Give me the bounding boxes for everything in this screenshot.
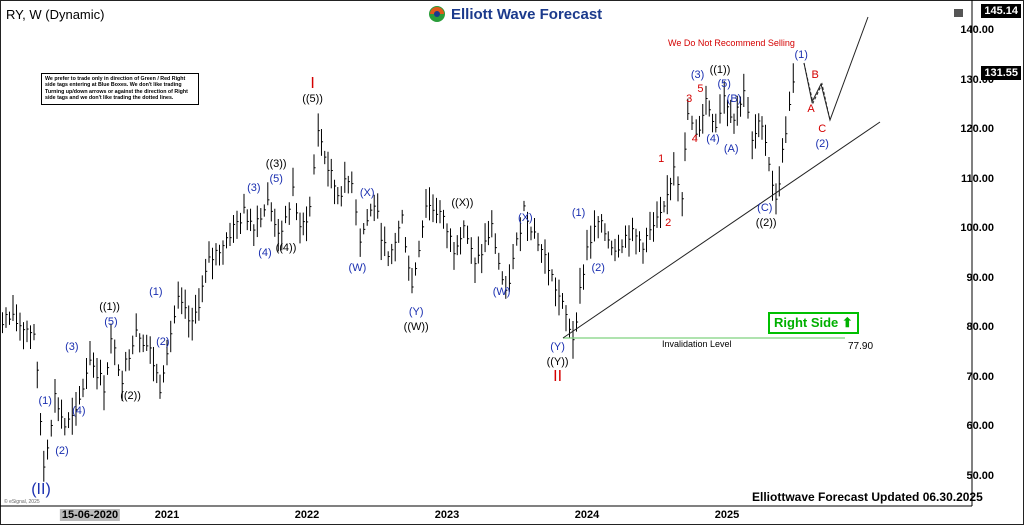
price-bars xyxy=(2,63,795,482)
wave-label: (A) xyxy=(723,142,739,155)
wave-label: (3) xyxy=(65,340,79,353)
wave-label: ((1)) xyxy=(99,301,120,314)
x-tick-label: 2023 xyxy=(434,509,460,521)
wave-label: II xyxy=(553,367,563,385)
wave-label: ((W)) xyxy=(403,321,429,333)
wave-label: (5) xyxy=(269,172,283,185)
wave-label: ((1)) xyxy=(709,63,731,76)
wave-label: ((2)) xyxy=(755,217,777,230)
y-tick-label: 90.00 xyxy=(966,271,994,284)
trading-note: We prefer to trade only in direction of … xyxy=(41,73,199,105)
wave-label: (2) xyxy=(156,335,170,348)
y-tick-label: 140.00 xyxy=(960,24,994,36)
wave-label: (1) xyxy=(571,207,586,220)
y-tick-label: 80.00 xyxy=(966,321,994,333)
wave-label: (5) xyxy=(104,316,118,329)
brand-name: Elliott Wave Forecast xyxy=(451,5,603,23)
copyright: © eSignal, 2025 xyxy=(4,499,40,505)
x-tick-label: 15-06-2020 xyxy=(59,509,121,521)
wave-label: 1 xyxy=(658,152,665,165)
wave-label: (2) xyxy=(815,137,829,150)
wave-label: ((3)) xyxy=(265,157,287,170)
projection-path-dashed xyxy=(803,62,831,121)
trend-line xyxy=(562,121,881,339)
invalidation-value: 77.90 xyxy=(848,341,874,352)
wave-label: (5) xyxy=(717,78,731,91)
x-tick-label: 2025 xyxy=(714,509,740,521)
projection-path-solid xyxy=(803,16,869,122)
wave-label: (4) xyxy=(258,246,272,259)
wave-label: (3) xyxy=(690,68,705,81)
wave-label: A xyxy=(807,103,815,116)
wave-label: (4) xyxy=(72,405,86,418)
wave-label: (B) xyxy=(726,93,742,106)
wave-label: (X) xyxy=(518,212,533,225)
y-tick-label: 110.00 xyxy=(960,172,994,185)
wave-label: (C) xyxy=(757,202,773,215)
wave-label: (W) xyxy=(492,286,511,299)
right-side-tag: Right Side ⬆ xyxy=(768,312,859,334)
wave-label: (Y) xyxy=(550,340,565,353)
right-side-label: Right Side xyxy=(774,315,839,330)
wave-label: (W) xyxy=(348,261,367,274)
wave-label: ((X)) xyxy=(451,197,474,210)
y-tick-label: 130.00 xyxy=(960,73,994,86)
invalidation-label: Invalidation Level xyxy=(662,339,732,349)
wave-label: (3) xyxy=(247,182,261,195)
wave-label: 2 xyxy=(665,217,672,230)
globe-icon xyxy=(429,6,445,22)
warning-text: We Do Not Recommend Selling xyxy=(668,38,795,48)
y-tick-label: 120.00 xyxy=(960,123,994,135)
y-tick-label: 60.00 xyxy=(966,420,994,432)
wave-label: B xyxy=(811,68,819,81)
wave-label: ((Y)) xyxy=(546,355,569,368)
y-tick-label: 100.00 xyxy=(960,222,994,234)
y-tick-label: 70.00 xyxy=(966,370,994,383)
wave-label: (II) xyxy=(31,481,51,499)
axis-settings-icon[interactable] xyxy=(954,9,963,17)
y-tick-label: 50.00 xyxy=(966,469,994,482)
wave-label: ((5)) xyxy=(302,93,323,106)
x-tick-label: 2024 xyxy=(574,509,600,521)
wave-label: (4) xyxy=(706,132,720,145)
wave-label: (1) xyxy=(38,395,52,408)
wave-label: 5 xyxy=(697,83,704,96)
wave-label: (X) xyxy=(359,187,375,200)
high-price-label: 145.14 xyxy=(981,4,1021,18)
wave-label: I xyxy=(310,75,315,93)
wave-label: (2) xyxy=(55,444,69,457)
wave-label: (2) xyxy=(591,261,605,274)
wave-label: ((4)) xyxy=(275,241,297,254)
wave-label: 4 xyxy=(691,132,698,145)
brand-logo: Elliott Wave Forecast xyxy=(428,5,602,23)
wave-label: (1) xyxy=(149,286,163,299)
wave-label: 3 xyxy=(686,93,693,106)
wave-label: (Y) xyxy=(408,306,424,319)
wave-label: C xyxy=(818,123,827,135)
arrow-up-icon: ⬆ xyxy=(841,315,853,330)
wave-label: (1) xyxy=(794,48,808,61)
x-tick-label: 2022 xyxy=(294,509,320,521)
symbol-title: RY, W (Dynamic) xyxy=(6,7,105,22)
x-tick-label: 2021 xyxy=(154,509,180,521)
updated-caption: Elliottwave Forecast Updated 06.30.2025 xyxy=(752,490,983,504)
current-price-label: 131.55 xyxy=(981,66,1021,80)
wave-label: ((2)) xyxy=(120,390,141,403)
